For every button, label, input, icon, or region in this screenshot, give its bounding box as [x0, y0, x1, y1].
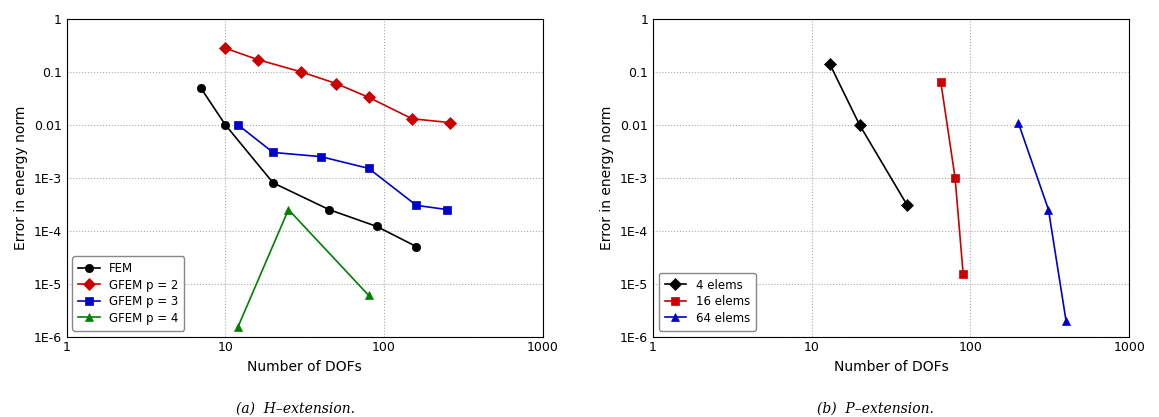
- Legend: FEM, GFEM p = 2, GFEM p = 3, GFEM p = 4: FEM, GFEM p = 2, GFEM p = 3, GFEM p = 4: [73, 256, 184, 331]
- Legend: 4 elems, 16 elems, 64 elems: 4 elems, 16 elems, 64 elems: [659, 273, 756, 331]
- GFEM p = 2: [404, 116, 418, 121]
- GFEM p = 2: [362, 95, 376, 100]
- 64 elems: [1042, 207, 1056, 212]
- GFEM p = 2: [294, 69, 308, 74]
- GFEM p = 3: [440, 207, 454, 212]
- GFEM p = 2: [329, 81, 343, 86]
- FEM: [218, 122, 232, 127]
- GFEM p = 3: [231, 122, 245, 127]
- GFEM p = 3: [362, 166, 376, 171]
- 16 elems: [948, 175, 962, 180]
- GFEM p = 3: [409, 203, 423, 208]
- FEM: [322, 207, 336, 212]
- FEM: [409, 244, 423, 249]
- GFEM p = 2: [218, 45, 232, 50]
- 64 elems: [1059, 318, 1073, 323]
- Text: (b)  P–extension.: (b) P–extension.: [817, 402, 933, 416]
- 4 elems: [823, 62, 837, 67]
- GFEM p = 2: [443, 120, 457, 125]
- Line: 4 elems: 4 elems: [825, 60, 911, 209]
- GFEM p = 4: [231, 325, 245, 330]
- GFEM p = 2: [250, 57, 264, 62]
- GFEM p = 3: [267, 150, 280, 155]
- Y-axis label: Error in energy norm: Error in energy norm: [600, 106, 614, 250]
- X-axis label: Number of DOFs: Number of DOFs: [247, 360, 362, 374]
- 16 elems: [934, 79, 948, 84]
- Line: GFEM p = 4: GFEM p = 4: [234, 206, 373, 332]
- Text: (a)  H–extension.: (a) H–extension.: [236, 402, 355, 416]
- GFEM p = 3: [314, 154, 328, 159]
- Line: FEM: FEM: [197, 83, 421, 251]
- GFEM p = 4: [282, 207, 296, 212]
- 16 elems: [956, 272, 970, 277]
- 4 elems: [901, 203, 914, 208]
- 64 elems: [1012, 120, 1026, 125]
- Line: 16 elems: 16 elems: [936, 78, 968, 279]
- FEM: [267, 180, 280, 185]
- 4 elems: [853, 122, 867, 127]
- FEM: [194, 85, 207, 90]
- FEM: [370, 224, 384, 229]
- Line: 64 elems: 64 elems: [1014, 118, 1070, 325]
- GFEM p = 4: [362, 293, 376, 298]
- Line: GFEM p = 2: GFEM p = 2: [221, 44, 454, 127]
- X-axis label: Number of DOFs: Number of DOFs: [833, 360, 948, 374]
- Y-axis label: Error in energy norm: Error in energy norm: [14, 106, 28, 250]
- Line: GFEM p = 3: GFEM p = 3: [234, 121, 451, 214]
